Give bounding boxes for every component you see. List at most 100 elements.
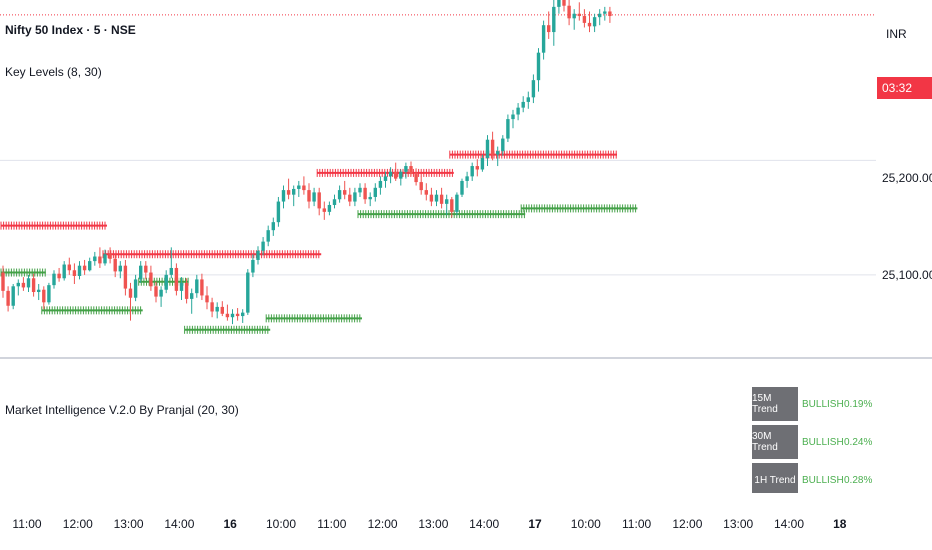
candle-body <box>179 282 184 291</box>
bullish-candle <box>434 190 439 207</box>
candle-body <box>169 267 173 275</box>
symbol-title[interactable]: Nifty 50 Index · 5 · NSE <box>5 23 136 37</box>
indicator-key-levels-label[interactable]: Key Levels (8, 30) <box>5 65 102 79</box>
candle-body <box>485 139 490 159</box>
candle-body <box>496 151 500 155</box>
bearish-candle <box>210 297 214 318</box>
bearish-candle <box>302 176 306 195</box>
bearish-candle <box>562 0 566 12</box>
candle-body <box>536 52 541 81</box>
candle-body <box>337 190 342 200</box>
bearish-candle <box>409 161 413 177</box>
time-tick-label: 11:00 <box>12 517 42 531</box>
candle-body <box>149 272 153 287</box>
candle-body <box>343 190 347 195</box>
candle-body <box>388 171 393 177</box>
trend-percent: 0.28% <box>844 474 873 486</box>
bullish-candle <box>455 192 459 216</box>
bullish-candle <box>159 286 163 307</box>
bullish-candle <box>603 6 607 21</box>
bullish-candle <box>139 261 143 283</box>
candle-body <box>608 11 612 17</box>
bearish-candle <box>67 257 71 275</box>
candle-body <box>501 138 505 152</box>
candle-body <box>57 273 61 279</box>
bearish-candle <box>31 273 36 297</box>
candle-body <box>368 196 372 200</box>
candle-body <box>424 190 428 195</box>
price-tick-label: 25,200.00 <box>882 171 932 185</box>
candle-body <box>276 201 281 223</box>
bullish-candle <box>552 0 556 46</box>
bullish-candle <box>526 91 530 109</box>
candle-body <box>480 158 485 170</box>
bearish-candle <box>123 259 128 296</box>
bullish-candle <box>312 187 316 207</box>
time-tick-label: 12:00 <box>367 517 398 531</box>
bullish-candle <box>378 176 383 195</box>
candle-body <box>582 16 587 23</box>
candle-body <box>572 13 576 19</box>
candle-body <box>429 194 434 202</box>
bearish-candle <box>42 286 46 310</box>
bearish-candle <box>205 286 209 310</box>
candle-body <box>475 166 479 170</box>
bearish-candle <box>154 281 158 303</box>
bearish-candle <box>475 159 479 177</box>
candle-body <box>67 264 71 271</box>
bullish-candle <box>516 103 520 121</box>
bearish-candle <box>363 183 367 204</box>
support-level <box>41 306 143 315</box>
candle-body <box>88 261 92 271</box>
trend-signal: BULLISH <box>802 436 844 448</box>
currency-label[interactable]: INR <box>886 27 907 41</box>
candle-body <box>159 289 163 297</box>
candle-body <box>42 289 46 303</box>
trend-percent: 0.19% <box>844 398 873 410</box>
bearish-candle <box>286 178 291 200</box>
bearish-candle <box>322 201 326 220</box>
candle-body <box>404 166 408 172</box>
bearish-candle <box>184 278 189 304</box>
bullish-candle <box>337 185 342 203</box>
time-tick-label: 11:00 <box>317 517 347 531</box>
candle-body <box>327 204 332 212</box>
candle-body <box>16 282 20 287</box>
bullish-candle <box>26 274 31 293</box>
candle-body <box>62 264 66 279</box>
bullish-candle <box>93 251 97 266</box>
bearish-candle <box>582 9 587 28</box>
bullish-candle <box>521 96 525 113</box>
candle-body <box>547 25 551 33</box>
bearish-candle <box>57 267 61 282</box>
candle-body <box>470 166 474 177</box>
candle-body <box>562 0 566 6</box>
bullish-candle <box>47 282 51 305</box>
bearish-candle <box>72 263 77 284</box>
support-level <box>184 325 271 334</box>
indicator-market-intelligence-label[interactable]: Market Intelligence V.2.0 By Pranjal (20… <box>5 403 239 417</box>
bullish-candle <box>501 135 505 156</box>
bullish-candle <box>266 225 270 247</box>
bearish-candle <box>220 301 224 317</box>
candle-body <box>450 199 454 212</box>
trend-percent: 0.24% <box>844 436 873 448</box>
bullish-candle <box>271 217 275 236</box>
bullish-candle <box>251 254 255 278</box>
candle-body <box>598 13 602 18</box>
candle-body <box>271 222 275 231</box>
candle-body <box>235 313 240 317</box>
candle-body <box>383 176 388 181</box>
candle-body <box>133 279 138 298</box>
bearish-candle <box>414 168 418 186</box>
bearish-candle <box>108 247 112 264</box>
bearish-candle <box>82 259 87 275</box>
bullish-candle <box>179 277 184 301</box>
candle-body <box>6 290 10 306</box>
candle-body <box>592 17 597 27</box>
candle-body <box>266 230 270 242</box>
bullish-candle <box>11 284 15 310</box>
trend-signal: BULLISH <box>802 398 844 410</box>
bullish-candle <box>332 194 337 209</box>
